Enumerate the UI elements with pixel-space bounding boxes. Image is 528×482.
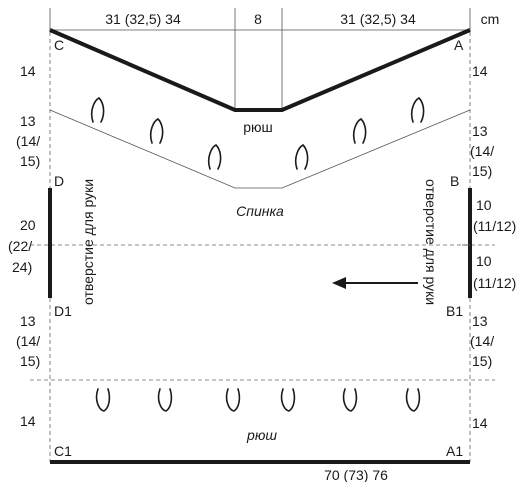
right-arm-bottom-1: 10 [476, 253, 492, 269]
left-lower-height-3: 15) [20, 353, 40, 369]
left-lower-height-1: 13 [20, 313, 36, 329]
direction-arrow [332, 277, 418, 289]
right-bottom-height: 14 [472, 415, 488, 431]
top-width-center: 8 [254, 11, 262, 27]
ruffle-marks-top [90, 97, 425, 170]
ruffle-guide-line [49, 109, 471, 189]
left-armhole-height-2: (22/ [8, 238, 32, 254]
right-upper-height-2: (14/ [470, 143, 494, 159]
ruffle-label-top: рюш [243, 119, 273, 135]
point-c: C [54, 37, 64, 53]
right-top-height: 14 [472, 63, 488, 79]
armhole-label-left: отверстие для руки [80, 179, 96, 305]
point-a: A [454, 37, 464, 53]
left-upper-height-2: (14/ [16, 133, 40, 149]
top-width-right: 31 (32,5) 34 [340, 11, 416, 27]
left-lower-height-2: (14/ [16, 333, 40, 349]
left-upper-height-1: 13 [20, 113, 36, 129]
left-armhole-height-1: 20 [20, 217, 36, 233]
point-d: D [54, 173, 64, 189]
neckline-edge [49, 28, 471, 112]
piece-title: Спинка [236, 203, 284, 219]
armhole-label-right: отверстие для руки [423, 179, 439, 305]
top-width-left: 31 (32,5) 34 [105, 11, 181, 27]
right-lower-height-2: (14/ [470, 333, 494, 349]
point-b1: B1 [446, 303, 463, 319]
right-arm-bottom-2: (11/12) [473, 275, 516, 291]
top-dimension: 31 (32,5) 34 8 31 (32,5) 34 cm [49, 8, 500, 110]
side-guides [30, 32, 495, 462]
right-arm-top-1: 10 [476, 197, 492, 213]
unit-label: cm [481, 11, 500, 27]
left-measurements: 14 13 (14/ 15) 20 (22/ 24) 13 (14/ 15) 1… [8, 63, 40, 429]
left-top-height: 14 [20, 63, 36, 79]
left-upper-height-3: 15) [20, 153, 40, 169]
ruffle-label-bottom: рюш [246, 427, 277, 443]
bottom-width: 70 (73) 76 [324, 467, 388, 482]
point-b: B [450, 173, 459, 189]
left-armhole-height-3: 24) [12, 259, 32, 275]
point-a1: A1 [446, 443, 463, 459]
right-measurements: 14 13 (14/ 15) 10 (11/12) 10 (11/12) 13 … [470, 63, 516, 431]
right-arm-top-2: (11/12) [473, 218, 516, 234]
right-lower-height-3: 15) [472, 353, 492, 369]
point-d1: D1 [54, 303, 72, 319]
ruffle-marks-bottom [95, 388, 421, 412]
point-c1: C1 [54, 443, 72, 459]
right-upper-height-1: 13 [472, 123, 488, 139]
left-bottom-height: 14 [20, 413, 36, 429]
right-lower-height-1: 13 [472, 313, 488, 329]
right-upper-height-3: 15) [472, 163, 492, 179]
